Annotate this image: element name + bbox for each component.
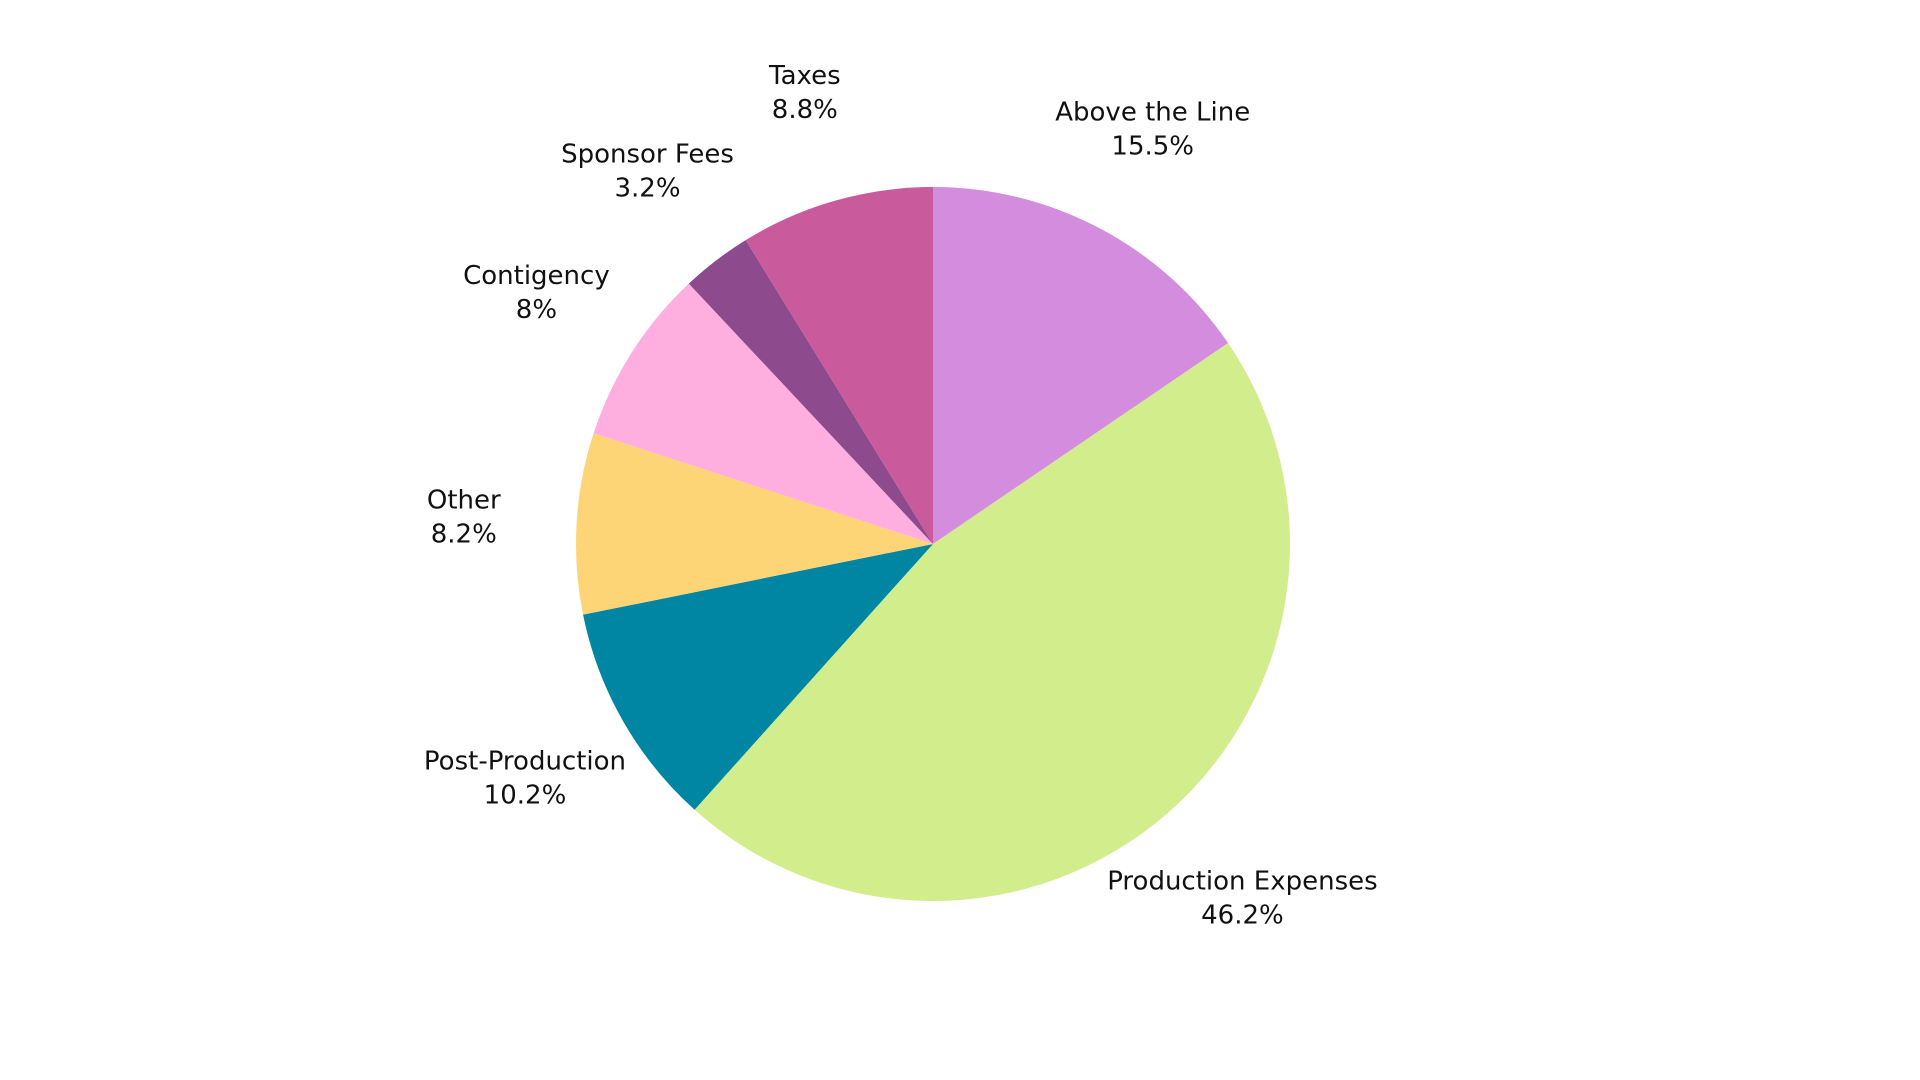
pie-labels: Above the Line 15.5% Production Expenses 46… bbox=[424, 61, 1378, 931]
slice-label-above-the-line: Above the Line bbox=[1055, 98, 1250, 128]
slice-value-production-expenses: 46.2% bbox=[1201, 901, 1284, 931]
pie-slice-post-production bbox=[583, 544, 933, 810]
slice-label-taxes: Taxes bbox=[768, 61, 841, 91]
pie-slice-taxes bbox=[745, 187, 933, 544]
slice-value-other: 8.2% bbox=[431, 520, 497, 550]
slice-value-sponsor-fees: 3.2% bbox=[614, 174, 680, 204]
slice-label-production-expenses: Production Expenses bbox=[1107, 867, 1377, 897]
slice-value-taxes: 8.8% bbox=[772, 95, 838, 125]
slice-label-sponsor-fees: Sponsor Fees bbox=[561, 140, 734, 170]
slice-label-other: Other bbox=[427, 486, 501, 516]
pie-slice-other bbox=[576, 433, 933, 615]
slice-value-contigency: 8% bbox=[516, 295, 557, 325]
slice-value-above-the-line: 15.5% bbox=[1111, 132, 1194, 162]
slice-value-post-production: 10.2% bbox=[484, 780, 567, 810]
pie-slice-contigency bbox=[593, 283, 933, 544]
pie-slice-sponsor-fees bbox=[688, 240, 933, 544]
pie-slice-above-the-line bbox=[933, 187, 1229, 544]
pie-slice-production-expenses bbox=[694, 343, 1290, 901]
slice-label-contigency: Contigency bbox=[463, 261, 610, 291]
pie-slices bbox=[576, 187, 1290, 901]
slice-label-post-production: Post-Production bbox=[424, 746, 626, 776]
